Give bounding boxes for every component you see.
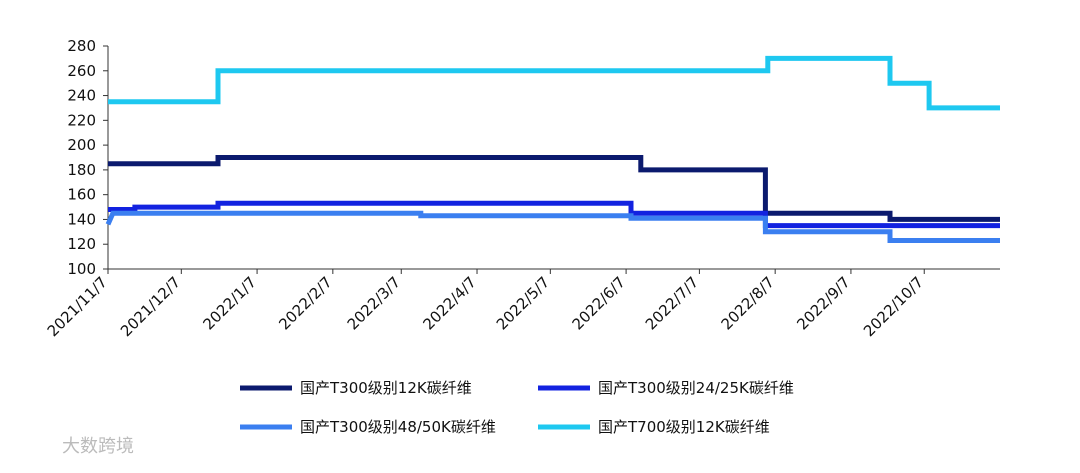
x-tick-label: 2022/6/7 (569, 273, 629, 333)
x-tick-label: 2022/4/7 (419, 273, 479, 333)
x-tick-label: 2021/11/7 (44, 273, 111, 340)
y-tick-label: 280 (67, 37, 96, 55)
y-tick-label: 120 (67, 235, 96, 253)
watermark: 大数跨境 (62, 436, 134, 457)
legend-label: 国产T300级别48/50K碳纤维 (300, 418, 496, 436)
y-tick-label: 140 (67, 210, 96, 228)
x-tick-label: 2022/3/7 (344, 273, 404, 333)
y-tick-label: 240 (67, 87, 96, 105)
legend-label: 国产T300级别12K碳纤维 (300, 379, 472, 397)
series-line (105, 210, 1000, 243)
x-tick-label: 2022/10/7 (860, 273, 927, 340)
y-tick-label: 160 (67, 186, 96, 204)
y-tick-label: 180 (67, 161, 96, 179)
x-tick-label: 2022/1/7 (200, 273, 260, 333)
x-tick-label: 2021/12/7 (117, 273, 184, 340)
series-line (108, 55, 1000, 111)
x-tick-label: 2022/9/7 (793, 273, 853, 333)
x-tick-label: 2022/5/7 (493, 273, 553, 333)
y-tick-label: 260 (67, 62, 96, 80)
x-tick-label: 2022/7/7 (642, 273, 702, 333)
x-tick-label: 2022/8/7 (718, 273, 778, 333)
legend-label: 国产T700级别12K碳纤维 (598, 418, 770, 436)
legend-label: 国产T300级别24/25K碳纤维 (598, 379, 794, 397)
series-line (108, 155, 1000, 222)
y-tick-label: 200 (67, 136, 96, 154)
y-tick-label: 220 (67, 111, 96, 129)
x-tick-label: 2022/2/7 (275, 273, 335, 333)
y-tick-label: 100 (67, 260, 96, 278)
